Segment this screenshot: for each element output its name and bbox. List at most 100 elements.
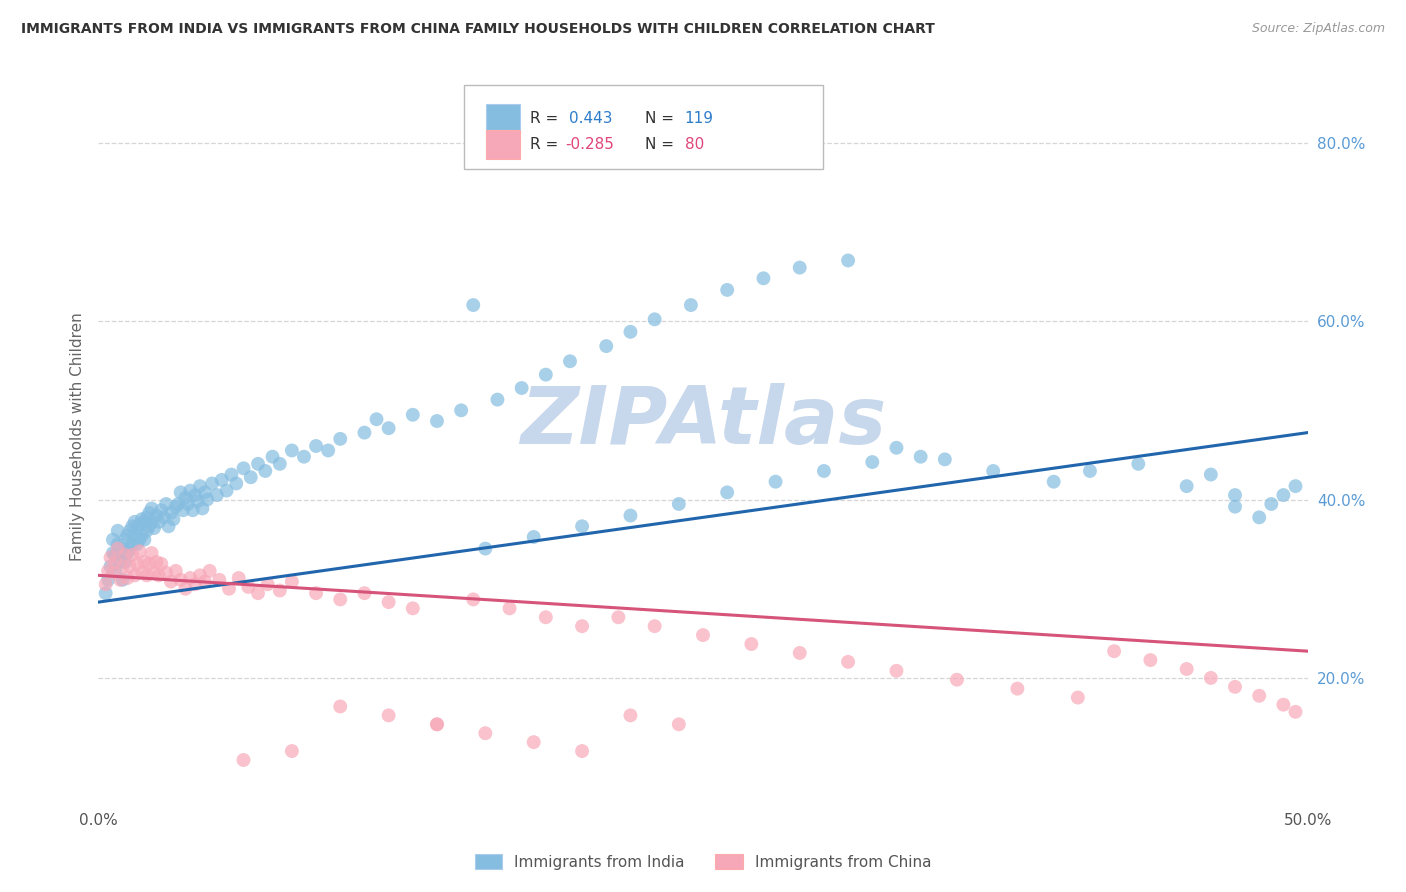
Point (138, 519, 160, 533)
Point (523, 735, 546, 749)
Point (148, 515, 170, 529)
Point (174, 582, 197, 596)
Point (886, 441, 908, 455)
Point (215, 483, 238, 498)
Point (534, 368, 557, 382)
Point (426, 717, 449, 731)
Point (135, 524, 157, 538)
Point (1223, 500, 1246, 514)
Point (1007, 681, 1029, 696)
Point (128, 517, 150, 532)
Point (134, 533, 156, 547)
Point (138, 557, 160, 571)
Point (131, 566, 153, 580)
Point (1223, 488, 1246, 502)
Point (97, 564, 120, 578)
Point (247, 457, 270, 471)
Text: N =: N = (645, 137, 675, 152)
Point (679, 298, 702, 312)
Point (1249, 510, 1271, 524)
Point (141, 501, 163, 516)
Point (716, 283, 738, 297)
Point (211, 473, 233, 487)
Point (813, 464, 835, 478)
Point (789, 646, 811, 660)
Point (104, 548, 127, 562)
Point (201, 476, 224, 491)
Point (281, 744, 304, 758)
Point (141, 546, 163, 560)
Point (934, 452, 956, 467)
Text: 119: 119 (685, 112, 714, 126)
Point (752, 271, 775, 285)
Point (205, 488, 228, 502)
Point (1260, 497, 1282, 511)
Point (198, 564, 221, 578)
Point (463, 298, 485, 312)
Point (124, 568, 146, 582)
Y-axis label: Family Households with Children: Family Households with Children (69, 313, 84, 561)
Point (426, 414, 449, 428)
Point (281, 443, 304, 458)
Point (131, 528, 153, 542)
Point (254, 464, 277, 478)
Point (353, 586, 375, 600)
Point (946, 673, 969, 687)
Point (377, 595, 399, 609)
Point (169, 573, 191, 587)
Point (101, 546, 124, 560)
Point (145, 508, 167, 523)
Text: N =: N = (645, 112, 675, 126)
Point (108, 555, 131, 569)
Point (143, 566, 166, 580)
Point (619, 708, 641, 723)
Point (837, 655, 859, 669)
Point (1223, 680, 1246, 694)
Point (121, 537, 143, 551)
Point (131, 512, 153, 526)
Point (377, 421, 399, 435)
Point (1284, 479, 1306, 493)
Point (145, 555, 167, 569)
Point (558, 354, 581, 368)
Legend: Immigrants from India, Immigrants from China: Immigrants from India, Immigrants from C… (468, 847, 938, 876)
Point (160, 574, 183, 589)
Point (117, 546, 139, 560)
Point (114, 555, 136, 569)
Point (668, 717, 690, 731)
Point (366, 412, 388, 426)
Point (127, 557, 149, 571)
Point (1128, 457, 1150, 471)
Text: ZIPAtlas: ZIPAtlas (520, 384, 886, 461)
Point (188, 568, 211, 582)
Point (104, 564, 127, 578)
Point (124, 528, 146, 542)
Point (135, 568, 157, 582)
Point (121, 519, 143, 533)
Point (134, 555, 156, 569)
Point (134, 515, 156, 529)
Point (208, 573, 231, 587)
Point (160, 506, 183, 520)
Point (165, 500, 187, 514)
Point (256, 577, 278, 591)
Point (1272, 488, 1295, 502)
Point (128, 544, 150, 558)
Point (104, 555, 127, 569)
Point (860, 455, 883, 469)
Point (195, 492, 218, 507)
Point (127, 521, 149, 535)
Point (187, 494, 209, 508)
Point (474, 726, 496, 740)
Point (177, 497, 200, 511)
Point (329, 592, 352, 607)
Point (402, 408, 425, 422)
Point (117, 528, 139, 542)
Point (162, 512, 184, 526)
Point (148, 568, 170, 582)
Point (305, 439, 328, 453)
Point (152, 510, 174, 524)
Point (179, 571, 201, 585)
Point (107, 524, 129, 538)
Point (118, 541, 141, 556)
